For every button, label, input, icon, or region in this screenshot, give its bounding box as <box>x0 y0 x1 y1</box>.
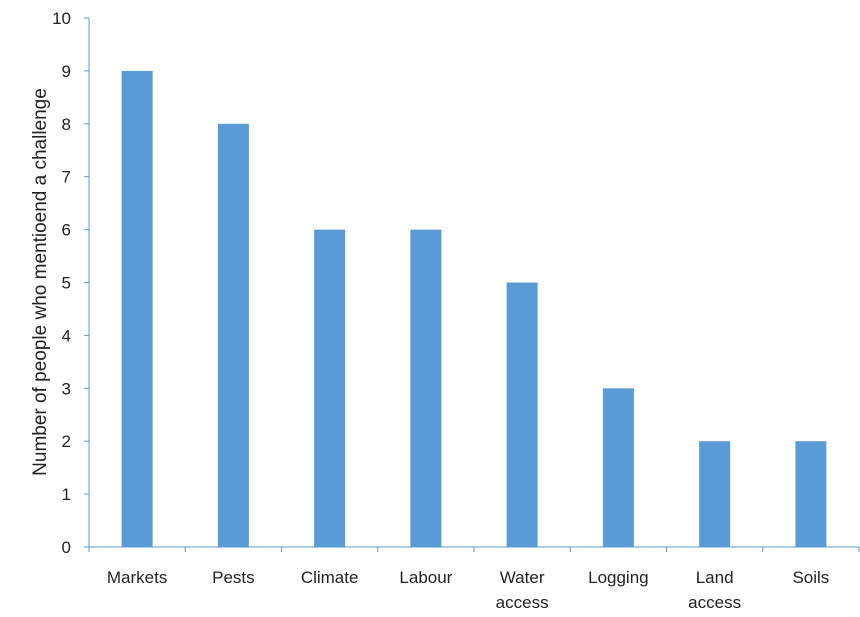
y-tick-label: 5 <box>62 274 71 293</box>
y-tick-label: 10 <box>52 9 71 28</box>
y-tick-label: 3 <box>62 379 71 398</box>
x-axis: Markets Pests Climate Labour Water access Logg… <box>88 546 860 612</box>
x-tick-label: Climate <box>301 568 359 587</box>
y-axis: 0 1 2 3 4 5 6 7 8 9 10 <box>52 9 90 557</box>
y-tick-label: 6 <box>62 221 71 240</box>
bar <box>506 282 538 547</box>
bar <box>602 388 634 547</box>
bar <box>410 229 442 547</box>
y-tick-label: 0 <box>62 538 71 557</box>
bars <box>121 70 827 548</box>
bar <box>121 70 153 548</box>
y-tick-label: 2 <box>62 432 71 451</box>
y-axis-title-group: Number of people who mentioend a challen… <box>30 88 51 476</box>
x-tick-label: Land access <box>688 568 741 612</box>
y-axis-title: Number of people who mentioend a challen… <box>30 88 51 476</box>
x-tick-label: Labour <box>399 568 452 587</box>
x-tick-label: Pests <box>212 568 255 587</box>
x-tick-label: Soils <box>792 568 829 587</box>
bar <box>795 441 827 547</box>
y-tick-label: 7 <box>62 168 71 187</box>
x-tick-label: Logging <box>588 568 649 587</box>
y-tick-label: 4 <box>62 326 71 345</box>
x-tick-label: Water access <box>496 568 549 612</box>
bar <box>314 229 346 547</box>
y-tick-label: 9 <box>62 62 71 81</box>
y-tick-label: 8 <box>62 115 71 134</box>
y-tick-label: 1 <box>62 485 71 504</box>
x-tick-label: Markets <box>107 568 167 587</box>
bar <box>699 441 731 547</box>
bar <box>217 123 249 548</box>
